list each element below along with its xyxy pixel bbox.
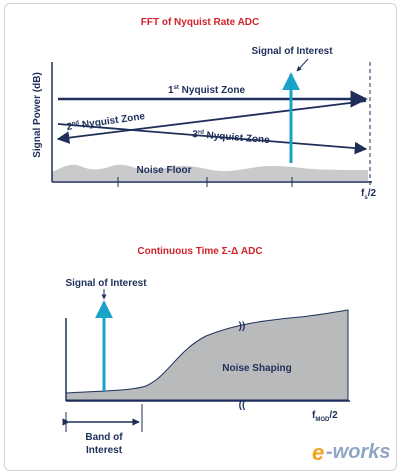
band-label-line1: Band of <box>85 432 123 443</box>
top-signal-pointer <box>296 58 309 72</box>
bottom-signal-label: Signal of Interest <box>65 278 147 289</box>
break-mark-top: )) <box>239 321 246 332</box>
top-y-axis-label: Signal Power (dB) <box>32 72 43 158</box>
noise-floor-label: Noise Floor <box>136 165 191 176</box>
top-title: FFT of Nyquist Rate ADC <box>141 17 260 28</box>
break-mark-bottom: (( <box>239 400 246 411</box>
zone1-label: 1st Nyquist Zone <box>168 85 245 96</box>
bottom-title: Continuous Time Σ-Δ ADC <box>137 246 262 257</box>
eworks-watermark: e -works <box>312 440 390 465</box>
noise-shaping-label: Noise Shaping <box>222 363 291 374</box>
band-label-line2: Interest <box>86 445 123 456</box>
zone3-arrow <box>57 123 368 155</box>
noise-floor <box>52 164 368 181</box>
zone2-arrow <box>56 100 367 144</box>
zone3-label: 3rd Nyquist Zone <box>192 129 271 146</box>
watermark-e: e <box>312 440 324 465</box>
watermark-text: -works <box>326 441 390 463</box>
top-signal-label: Signal of Interest <box>251 46 333 57</box>
fs-label: fs/2 <box>361 188 376 201</box>
fmod-label: fMOD/2 <box>312 410 338 423</box>
noise-shaping-area <box>65 309 349 401</box>
